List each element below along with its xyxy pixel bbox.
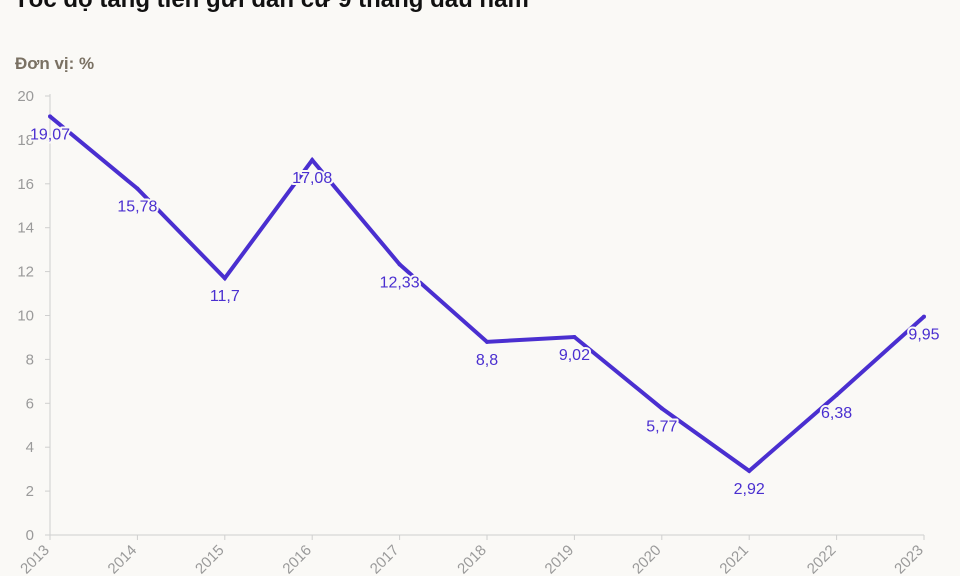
data-label: 8,8 [476,352,498,369]
x-axis-ticks: 2013 2014 2015 2016 2017 2018 2019 2020 2021 2022… [17,535,927,576]
data-label: 6,38 [821,405,852,422]
y-tick-label: 4 [26,439,34,456]
series [48,114,926,474]
data-label: 9,02 [559,347,590,364]
data-label: 12,33 [380,274,420,291]
data-point [834,392,839,397]
data-label: 11,7 [210,288,240,305]
data-point [397,262,402,267]
y-tick-label: 0 [26,527,34,544]
data-point [222,276,227,281]
y-tick-label: 20 [17,88,34,105]
data-point [747,468,752,473]
x-tick-label: 2020 [629,542,665,576]
x-tick-label: 2015 [192,542,228,576]
x-tick-label: 2018 [454,542,490,576]
data-point [922,314,926,319]
y-axis-ticks: 0 2 4 6 8 10 12 14 16 18 20 [17,88,50,544]
data-label: 17,08 [292,170,332,187]
data-point [135,186,140,191]
chart-title: Tốc độ tăng tiền gửi dân cư 9 tháng đầu … [14,0,529,14]
data-point [48,114,52,119]
series-line [48,114,926,474]
data-point [485,339,489,344]
x-tick-label: 2019 [542,542,578,576]
x-tick-label: 2013 [17,542,53,576]
y-tick-label: 14 [17,220,34,237]
data-point [310,158,315,163]
data-label: 2,92 [734,481,765,498]
x-tick-label: 2014 [105,542,141,576]
unit-label: Đơn vị: % [15,54,95,73]
axes [49,94,924,536]
x-tick-label: 2021 [716,542,752,576]
data-point [659,406,664,411]
y-tick-label: 8 [26,351,34,368]
y-tick-label: 12 [17,264,34,281]
y-tick-label: 10 [17,308,34,325]
x-tick-label: 2023 [891,542,927,576]
data-label: 15,78 [117,199,157,216]
x-tick-label: 2017 [367,542,403,576]
x-tick-label: 2022 [804,542,840,576]
y-tick-label: 18 [17,132,34,149]
data-point [572,335,577,340]
data-label: 19,07 [30,126,70,143]
data-labels: 19,07 15,78 11,7 17,08 12,33 8,8 9,02 5,77 2,92 6… [28,124,942,499]
data-label: 9,95 [908,327,939,344]
y-tick-label: 6 [26,395,34,412]
y-tick-label: 2 [26,483,34,500]
data-label: 5,77 [646,418,677,435]
y-tick-label: 16 [17,176,34,193]
x-tick-label: 2016 [279,542,315,576]
